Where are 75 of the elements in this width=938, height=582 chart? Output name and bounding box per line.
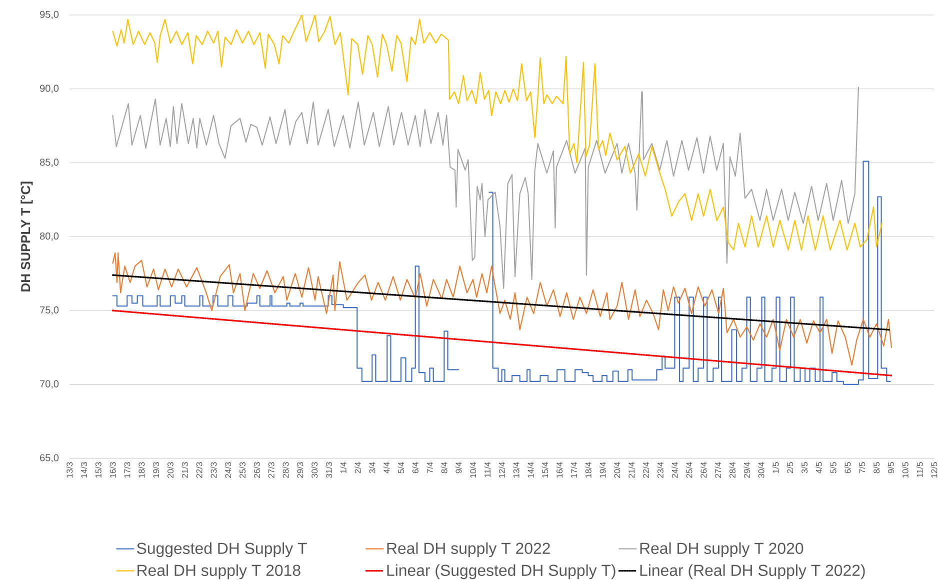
x-tick-label: 12/4 [498,462,505,478]
x-tick-label: 22/3 [196,462,202,478]
x-tick-label: 1/4 [340,462,346,473]
x-tick-label: 6/4 [412,462,418,474]
x-tick-label: 13/4 [513,462,520,478]
x-tick-label: 15/3 [95,462,102,478]
x-tick-label: 17/4 [570,462,577,478]
x-tick-label: 20/3 [167,462,174,478]
y-tick-label: 70,0 [40,380,59,389]
x-tick-label: 1/5 [772,462,779,473]
x-tick-label: 21/3 [182,462,188,478]
x-tick-label: 21/4 [628,462,635,478]
x-tick-label: 17/3 [124,462,130,478]
x-tick-label: 7/5 [858,462,866,474]
x-tick-label: 23/4 [657,462,664,478]
legend-label: Linear (Suggested DH Supply T) [387,564,616,580]
x-tick-label: 2/5 [786,462,794,474]
legend-label: Real DH supply T 2022 [387,542,550,558]
x-tick-label: 11/4 [484,462,490,478]
x-tick-label: 6/5 [844,462,851,474]
x-tick-label: 9/4 [455,462,462,474]
x-tick-label: 30/4 [758,462,764,478]
x-tick-label: 24/4 [672,462,678,478]
x-tick-label: 25/3 [239,462,246,478]
y-tick-label: 90,0 [40,84,59,93]
x-tick-label: 4/5 [816,462,822,474]
x-tick-label: 8/5 [873,462,880,474]
legend-label: Real DH supply T 2018 [138,564,300,580]
x-tick-label: 3/5 [801,462,808,474]
legend-label: Real DH supply T 2020 [640,542,804,558]
x-tick-label: 13/3 [66,462,73,478]
x-tick-label: 11/5 [916,462,923,478]
y-tick-label: 85,0 [40,158,59,167]
x-tick-label: 31/3 [326,462,332,478]
x-tick-label: 24/3 [224,462,232,478]
x-tick-label: 8/4 [441,462,448,474]
x-tick-label: 7/4 [426,462,433,474]
x-tick-label: 23/3 [210,462,217,478]
x-tick-label: 16/3 [110,462,116,478]
x-tick-label: 18/4 [585,462,592,478]
x-tick-label: 27/4 [714,462,722,478]
x-tick-label: 28/3 [282,462,289,478]
x-tick-label: 4/4 [383,462,390,474]
x-tick-label: 28/4 [729,462,736,478]
legend-label: Linear (Real DH Supply T 2022) [640,564,865,580]
x-tick-label: 3/4 [369,462,376,474]
x-tick-label: 9/5 [888,462,894,474]
x-tick-label: 19/3 [152,462,160,478]
x-tick-label: 5/5 [830,462,836,474]
x-tick-label: 22/4 [642,462,650,478]
y-axis-title: DH SUPPLY T [°C] [20,182,33,292]
legend-label: Suggested DH Supply T [136,542,307,558]
x-tick-label: 12/5 [930,462,938,478]
x-tick-label: 26/4 [700,462,707,478]
x-tick-label: 5/4 [398,462,404,474]
x-tick-label: 30/3 [311,462,318,478]
x-tick-label: 10/5 [902,462,908,478]
x-tick-label: 16/4 [556,462,563,478]
x-tick-label: 15/4 [542,462,548,478]
x-tick-label: 26/3 [254,462,260,478]
y-tick-label: 80,0 [40,232,59,241]
x-tick-label: 29/3 [296,462,304,478]
x-tick-label: 14/4 [528,462,534,478]
x-tick-label: 18/3 [138,462,145,478]
y-tick-label: 95,0 [40,10,59,20]
y-tick-label: 65,0 [40,454,59,462]
x-tick-label: 20/4 [614,462,620,478]
x-tick-label: 29/4 [744,462,750,478]
x-tick-label: 19/4 [600,462,606,478]
x-tick-label: 14/3 [80,462,88,478]
x-tick-label: 27/3 [268,462,274,478]
y-tick-label: 75,0 [40,306,59,315]
x-tick-label: 2/4 [354,462,361,474]
x-tick-label: 25/4 [686,462,692,478]
x-tick-label: 10/4 [470,462,476,478]
